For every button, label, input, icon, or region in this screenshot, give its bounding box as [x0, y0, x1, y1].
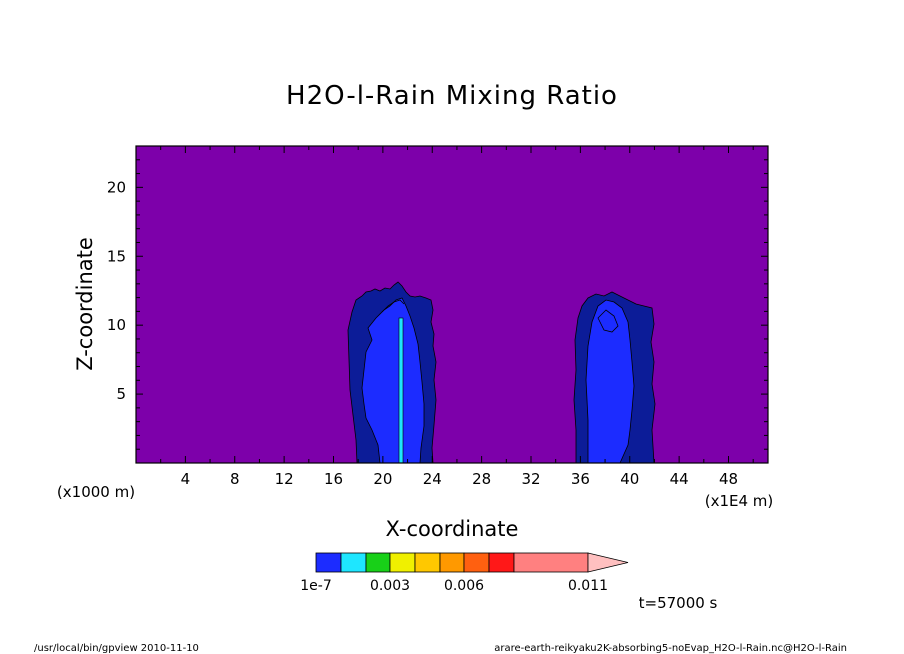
y-unit-label: (x1000 m): [57, 483, 135, 501]
x-tick-label: 20: [373, 470, 392, 488]
time-label: t=57000 s: [639, 594, 718, 612]
colorbar: 1e-7 0.003 0.006 0.011: [300, 552, 629, 594]
x-tick-label: 44: [670, 470, 689, 488]
plot-background: [136, 146, 768, 463]
y-axis-title: Z-coordinate: [73, 237, 97, 371]
cell-right-core-level: [585, 299, 635, 464]
colorbar-arrow: [587, 552, 629, 573]
x-tick-label: 28: [472, 470, 491, 488]
x-axis: 4 8 12 16 20 24 28 32 36 40 44 48: [160, 146, 754, 488]
chart-title: H2O-l-Rain Mixing Ratio: [286, 81, 618, 111]
colorbar-segment: [488, 552, 515, 573]
y-axis: 5 10 15 20: [107, 159, 768, 450]
cell-left-inner-outline: [381, 299, 405, 313]
x-tick-label: 36: [571, 470, 590, 488]
cell-right-inner-outline: [597, 309, 619, 333]
x-tick-label: 40: [620, 470, 639, 488]
x-tick-label: 24: [423, 470, 442, 488]
rain-cell-right: [573, 291, 656, 464]
colorbar-tick-label: 1e-7: [300, 578, 331, 594]
x-tick-label: 32: [521, 470, 540, 488]
y-tick-label: 20: [107, 178, 126, 196]
colorbar-segment: [414, 552, 441, 573]
x-tick-label: 48: [719, 470, 738, 488]
x-tick-label: 4: [181, 470, 191, 488]
cell-left-column: [398, 317, 404, 464]
colorbar-segment: [439, 552, 465, 573]
footer-program: /usr/local/bin/gpview 2010-11-10: [34, 643, 199, 654]
x-unit-label: (x1E4 m): [705, 492, 774, 510]
y-tick-label: 10: [107, 316, 126, 334]
x-tick-label: 12: [275, 470, 294, 488]
footer-file: arare-earth-reikyaku2K-absorbing5-noEvap…: [494, 643, 847, 654]
plot-area: [135, 145, 769, 464]
colorbar-segment: [463, 552, 490, 573]
colorbar-tick-label: 0.006: [444, 578, 484, 594]
colorbar-segment: [340, 552, 367, 573]
plot-frame: [135, 145, 769, 464]
x-axis-title: X-coordinate: [386, 517, 519, 541]
y-tick-label: 15: [107, 247, 126, 265]
colorbar-segment: [513, 552, 589, 573]
colorbar-tick-label: 0.011: [568, 578, 608, 594]
x-tick-label: 16: [324, 470, 343, 488]
colorbar-segment: [365, 552, 391, 573]
colorbar-tick-label: 0.003: [370, 578, 410, 594]
x-tick-label: 8: [230, 470, 240, 488]
y-tick-label: 5: [116, 385, 126, 403]
rain-cell-left: [347, 281, 437, 464]
colorbar-segment: [315, 552, 342, 573]
colorbar-segment: [389, 552, 416, 573]
